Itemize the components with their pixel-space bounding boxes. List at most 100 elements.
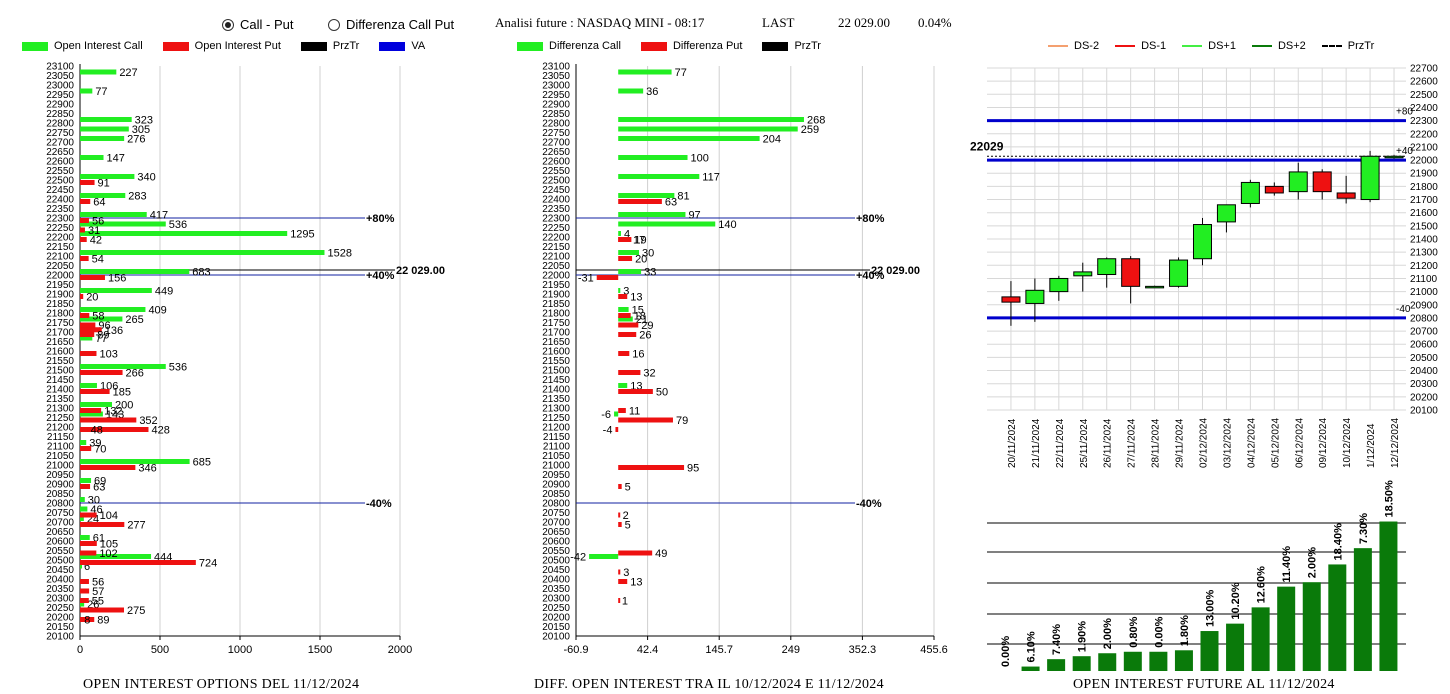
oi-future-bar: [1021, 666, 1040, 671]
bar-value-label: 89: [97, 615, 109, 627]
strike-label: 20150: [542, 622, 570, 633]
legend-item: PrzTr: [794, 40, 821, 52]
bar-value-label: 20: [86, 292, 98, 304]
put-bar: [80, 322, 96, 328]
bar-value-label: 69: [94, 476, 106, 488]
strike-label: 22700: [46, 138, 74, 149]
strike-label: 21250: [542, 413, 570, 424]
strike-label: 20400: [46, 575, 74, 586]
radio-differenza[interactable]: Differenza Call Put: [328, 17, 454, 32]
strike-label: 22150: [46, 242, 74, 253]
candle-body: [1336, 192, 1356, 199]
bar-value-label: 17: [633, 235, 645, 247]
call-bar: [80, 478, 92, 483]
bar-value-label: 79: [676, 415, 688, 427]
bar-value-label: 340: [137, 172, 155, 184]
legend-item: DS+1: [1208, 40, 1236, 52]
przt-label: 22029: [970, 139, 1004, 153]
strike-label: 22000: [542, 271, 570, 282]
put-bar: [80, 389, 110, 394]
bar-value-label: 7.40%: [1051, 624, 1063, 655]
oi-future-bar: [1149, 651, 1168, 671]
strike-label: 21850: [46, 299, 74, 310]
bar-value-label: 3: [623, 567, 629, 579]
bar-value-label: 18.50%: [1383, 480, 1395, 518]
strike-label: 22200: [542, 233, 570, 244]
put-bar: [618, 389, 653, 394]
strike-label: 22950: [542, 90, 570, 101]
bar-value-label: 104: [100, 510, 118, 522]
call-bar: [80, 516, 84, 521]
bar-value-label: 105: [100, 539, 118, 551]
bar-value-label: 57: [92, 586, 104, 598]
bar-value-label: 31: [88, 225, 100, 237]
strike-label: 21700: [46, 328, 74, 339]
put-bar: [618, 579, 628, 584]
va-label: +80%: [366, 213, 395, 225]
strike-label: 23000: [542, 81, 570, 92]
bar-value-label: 70: [94, 444, 106, 456]
strike-label: 21900: [46, 290, 74, 301]
call-bar: [80, 212, 147, 217]
call-bar: [614, 411, 619, 417]
call-bar: [80, 364, 166, 369]
y-tick-label: 21500: [1410, 221, 1438, 232]
put-bar: [618, 294, 628, 299]
put-bar: [618, 512, 621, 518]
strike-label: 21150: [543, 432, 571, 443]
x-tick-label: 145.7: [705, 644, 733, 656]
bar-value-label: 7.30%: [1358, 513, 1370, 544]
bar-value-label: 117: [702, 172, 720, 184]
bar-value-label: 36: [646, 86, 658, 98]
strike-label: 22550: [542, 166, 570, 177]
put-bar: [80, 617, 95, 622]
strike-label: 20450: [46, 565, 74, 576]
bar-value-label: -31: [578, 273, 594, 285]
bar-value-label: 18: [634, 311, 646, 323]
y-tick-label: 21100: [1410, 274, 1438, 285]
bar-value-label: 536: [169, 219, 187, 231]
legend-ds+2-line: [1251, 45, 1272, 47]
strike-label: 20950: [542, 470, 570, 481]
candle-body: [1049, 277, 1069, 293]
put-bar: [618, 417, 673, 423]
y-tick-label: 22100: [1410, 142, 1438, 153]
candle-body: [1312, 171, 1332, 193]
call-bar: [618, 307, 629, 312]
bar-value-label: 54: [92, 254, 104, 266]
put-bar: [618, 598, 621, 603]
candle-body: [1240, 181, 1260, 204]
call-bar: [618, 288, 621, 293]
strike-label: 22250: [46, 223, 74, 234]
put-bar: [80, 332, 95, 337]
bar-value-label: 1295: [290, 229, 314, 241]
radio-call-put[interactable]: Call - Put: [222, 17, 293, 32]
strike-label: 23100: [46, 62, 74, 73]
put-bar: [80, 351, 97, 356]
strike-label: 21500: [46, 366, 74, 377]
strike-label: 21650: [542, 337, 570, 348]
legend-item: Differenza Put: [672, 40, 743, 52]
strike-label: 20900: [46, 480, 74, 491]
put-bar: [80, 199, 91, 204]
put-bar: [80, 370, 123, 375]
call-bar: [618, 69, 672, 75]
x-tick-label: 20/11/2024: [1007, 418, 1018, 468]
bar-value-label: 91: [98, 178, 110, 190]
call-bar: [80, 497, 85, 502]
footer-oi-diff: DIFF. OPEN INTEREST TRA IL 10/12/2024 E …: [534, 677, 884, 692]
call-bar: [618, 88, 644, 94]
put-bar: [80, 560, 196, 565]
bar-value-label: 276: [127, 134, 145, 146]
call-bar: [80, 117, 132, 122]
put-bar: [80, 327, 102, 333]
y-tick-label: 20900: [1410, 300, 1438, 311]
oi-future-bar: [1200, 631, 1219, 671]
call-bar: [80, 506, 88, 512]
bar-value-label: 140: [718, 219, 736, 231]
bar-value-label: 2.00%: [1307, 547, 1319, 578]
strike-label: 21050: [46, 451, 74, 462]
put-bar: [80, 256, 89, 261]
call-bar: [80, 126, 129, 132]
